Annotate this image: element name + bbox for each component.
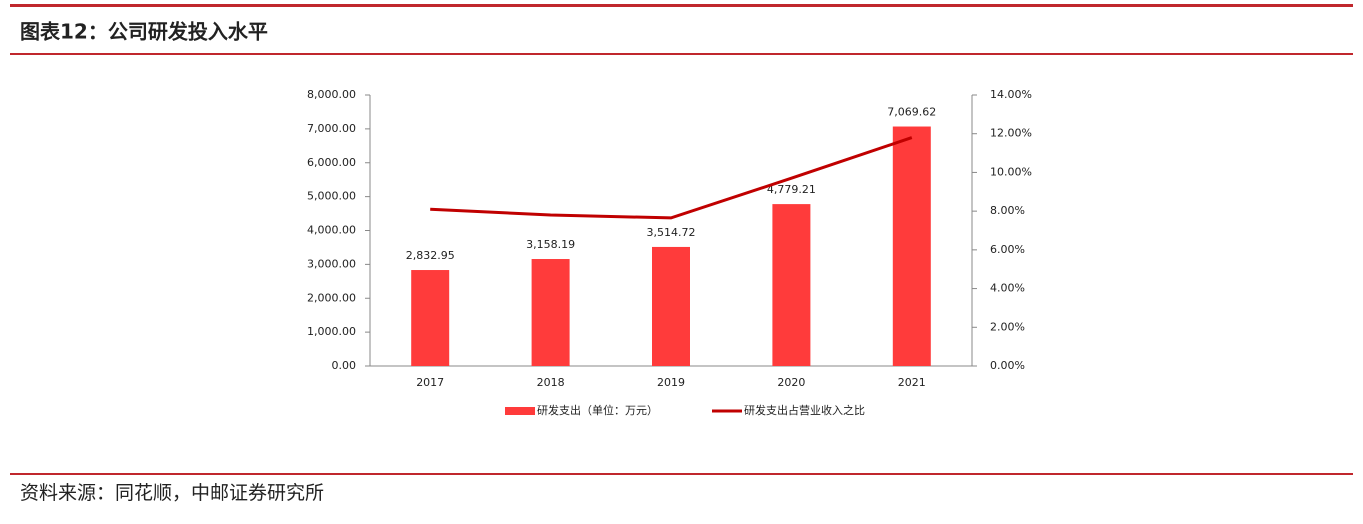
chart-title: 图表12：公司研发投入水平	[20, 20, 268, 44]
y2-tick-label: 8.00%	[990, 204, 1025, 217]
y2-tick-label: 4.00%	[990, 282, 1025, 295]
legend-label: 研发支出（单位：万元）	[537, 403, 658, 417]
y-tick-label: 2,000.00	[307, 291, 356, 304]
y-tick-label: 7,000.00	[307, 122, 356, 135]
y-tick-label: 8,000.00	[307, 88, 356, 101]
x-tick-label: 2018	[537, 376, 565, 389]
y-tick-label: 0.00	[332, 359, 357, 372]
y2-tick-label: 12.00%	[990, 127, 1032, 140]
y-tick-label: 5,000.00	[307, 190, 356, 203]
title-rule	[10, 53, 1353, 55]
y2-tick-label: 10.00%	[990, 165, 1032, 178]
y2-tick-label: 14.00%	[990, 88, 1032, 101]
data-label: 7,069.62	[887, 106, 936, 119]
data-label: 3,514.72	[647, 226, 696, 239]
y-tick-label: 6,000.00	[307, 156, 356, 169]
top-rule	[10, 4, 1353, 7]
source: 资料来源：同花顺，中邮证券研究所	[20, 482, 324, 504]
x-tick-label: 2017	[416, 376, 444, 389]
y-tick-label: 4,000.00	[307, 224, 356, 237]
x-tick-label: 2019	[657, 376, 685, 389]
y2-tick-label: 0.00%	[990, 359, 1025, 372]
data-label: 2,832.95	[406, 249, 455, 262]
legend-label: 研发支出占营业收入之比	[744, 403, 865, 417]
y2-tick-label: 6.00%	[990, 243, 1025, 256]
y-tick-label: 1,000.00	[307, 325, 356, 338]
footer-rule	[10, 473, 1353, 475]
bar	[652, 246, 690, 366]
bar	[772, 204, 811, 366]
data-label: 4,779.21	[767, 183, 816, 196]
y2-tick-label: 2.00%	[990, 320, 1025, 333]
bar	[531, 259, 570, 366]
legend-swatch	[505, 407, 535, 415]
bar	[411, 270, 450, 366]
y-tick-label: 3,000.00	[307, 257, 356, 270]
bar	[892, 126, 931, 366]
x-tick-label: 2021	[898, 376, 926, 389]
data-label: 3,158.19	[526, 238, 575, 251]
x-tick-label: 2020	[777, 376, 805, 389]
line	[430, 136, 913, 220]
